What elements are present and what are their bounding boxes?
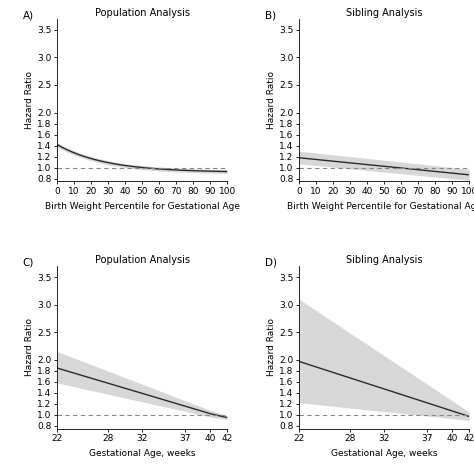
Title: Sibling Analysis: Sibling Analysis — [346, 8, 422, 18]
Y-axis label: Hazard Ratio: Hazard Ratio — [267, 71, 276, 129]
Y-axis label: Hazard Ratio: Hazard Ratio — [25, 71, 34, 129]
X-axis label: Birth Weight Percentile for Gestational Age: Birth Weight Percentile for Gestational … — [45, 202, 239, 211]
Title: Population Analysis: Population Analysis — [95, 8, 190, 18]
Y-axis label: Hazard Ratio: Hazard Ratio — [25, 318, 34, 376]
Title: Sibling Analysis: Sibling Analysis — [346, 255, 422, 265]
Y-axis label: Hazard Ratio: Hazard Ratio — [267, 318, 276, 376]
Title: Population Analysis: Population Analysis — [95, 255, 190, 265]
X-axis label: Gestational Age, weeks: Gestational Age, weeks — [89, 449, 195, 458]
Text: D): D) — [265, 258, 277, 268]
X-axis label: Gestational Age, weeks: Gestational Age, weeks — [331, 449, 438, 458]
Text: B): B) — [265, 11, 276, 21]
Text: C): C) — [23, 258, 34, 268]
X-axis label: Birth Weight Percentile for Gestational Age: Birth Weight Percentile for Gestational … — [287, 202, 474, 211]
Text: A): A) — [23, 11, 34, 21]
